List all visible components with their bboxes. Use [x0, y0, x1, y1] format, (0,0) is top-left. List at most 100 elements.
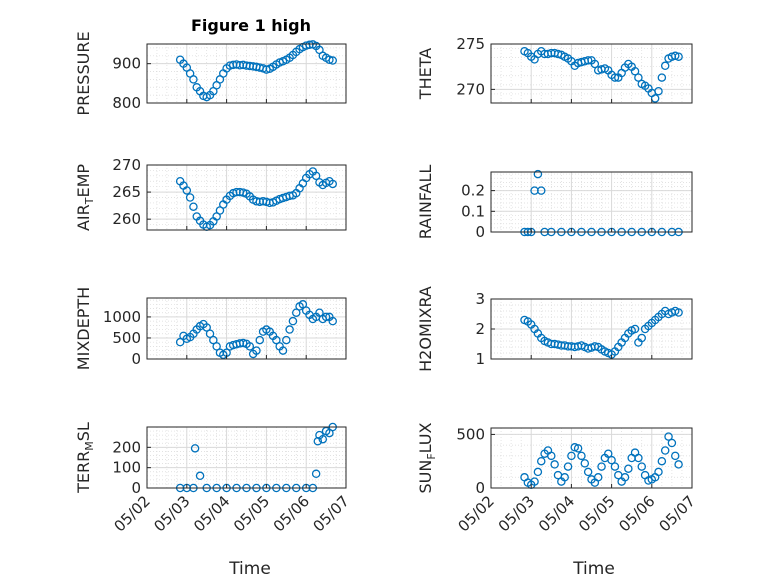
y-axis-label: THETA: [416, 48, 435, 100]
data-point: [590, 59, 600, 69]
y-tick-label: 200: [112, 438, 141, 456]
y-axis-label: MIXDEPTH: [74, 287, 93, 370]
y-tick-label: 0: [475, 223, 485, 241]
data-point: [533, 467, 543, 477]
plot-area: [147, 44, 346, 103]
data-point: [671, 451, 680, 461]
y-tick-label: 275: [456, 35, 485, 53]
y-tick-label: 0.1: [461, 202, 485, 220]
data-point: [255, 335, 265, 345]
data-point: [590, 342, 600, 351]
axes-box: [490, 43, 693, 104]
axes-box: [490, 427, 693, 489]
data-point: [328, 316, 337, 326]
data-point: [634, 73, 643, 82]
x-axis-label-right: Time: [572, 559, 615, 579]
y-tick-label: 2: [475, 320, 485, 338]
data-point: [610, 73, 620, 82]
axes-box: [146, 164, 347, 231]
data-point: [660, 446, 670, 455]
data-point: [288, 316, 298, 326]
data-point: [567, 451, 576, 461]
axes-box: [490, 171, 693, 233]
data-point: [212, 342, 221, 351]
data-point: [667, 438, 677, 448]
y-tick-label: 3: [475, 290, 485, 308]
figure-title: Figure 1 high: [191, 16, 311, 35]
data-point: [674, 308, 683, 317]
x-tick-label: 05/04: [535, 492, 578, 535]
data-point: [328, 56, 337, 65]
data-point: [315, 308, 324, 317]
y-tick-label: 100: [112, 459, 141, 477]
data-point: [650, 94, 660, 103]
data-point: [533, 169, 543, 179]
data-point: [573, 444, 583, 453]
data-point: [577, 451, 586, 461]
data-point: [321, 312, 331, 322]
data-point: [252, 346, 261, 355]
axes-box: [146, 426, 347, 489]
data-point: [311, 469, 321, 479]
data-point: [318, 434, 328, 444]
x-tick-label: 05/06: [615, 492, 658, 535]
y-tick-label: 270: [456, 80, 485, 98]
panel-pressure: 800 900 PRESSURE: [74, 31, 347, 116]
data-point: [205, 329, 215, 339]
data-point: [291, 308, 301, 317]
y-tick-label: 265: [112, 183, 141, 201]
x-tick-label: 05/04: [190, 492, 233, 535]
data-point: [245, 342, 255, 351]
panel-air-temp: 260 265 270 AIRTEMP: [74, 156, 347, 231]
data-point: [537, 456, 546, 466]
data-point: [624, 464, 633, 473]
data-point: [325, 55, 334, 64]
data-point: [604, 449, 613, 458]
x-tick-label: 05/03: [150, 492, 193, 535]
data-point: [328, 179, 337, 189]
panel-mixdepth: 0 500 1000 MIXDEPTH: [74, 287, 347, 370]
x-tick-label: 05/06: [270, 492, 313, 535]
y-axis-label: RAINFALL: [416, 165, 435, 240]
data-point: [189, 75, 198, 84]
data-point: [637, 333, 647, 343]
y-tick-label: 1: [475, 350, 485, 368]
y-tick-label: 0: [131, 479, 141, 497]
data-point: [550, 460, 559, 469]
panel-theta: 270 275 THETA: [416, 35, 693, 104]
y-tick-label: 500: [456, 425, 485, 443]
data-point: [630, 324, 640, 334]
data-point: [311, 171, 321, 181]
data-point: [607, 455, 616, 465]
data-point: [560, 473, 569, 482]
data-point: [580, 459, 590, 468]
data-point: [298, 300, 308, 309]
x-axis-label-left: Time: [228, 559, 271, 579]
y-axis-label: H2OMIXRA: [416, 286, 435, 372]
data-point: [185, 193, 195, 202]
data-point: [583, 56, 593, 65]
data-point: [547, 451, 556, 461]
data-point: [313, 436, 323, 446]
data-point: [674, 460, 683, 469]
data-point: [660, 61, 670, 71]
y-tick-label: 900: [112, 55, 141, 73]
data-point: [657, 456, 667, 466]
data-point: [537, 186, 546, 195]
y-tick-label: 0.2: [461, 182, 485, 200]
data-point: [630, 66, 640, 76]
data-point: [563, 462, 573, 471]
x-tick-label: 05/07: [656, 492, 699, 535]
y-tick-label: 0: [475, 479, 485, 497]
data-point: [190, 444, 200, 453]
data-point: [202, 323, 211, 332]
data-point: [637, 462, 647, 471]
data-point: [209, 335, 218, 345]
y-tick-label: 0: [131, 350, 141, 368]
data-point: [620, 473, 630, 482]
data-point: [664, 432, 673, 441]
data-point: [583, 467, 593, 477]
